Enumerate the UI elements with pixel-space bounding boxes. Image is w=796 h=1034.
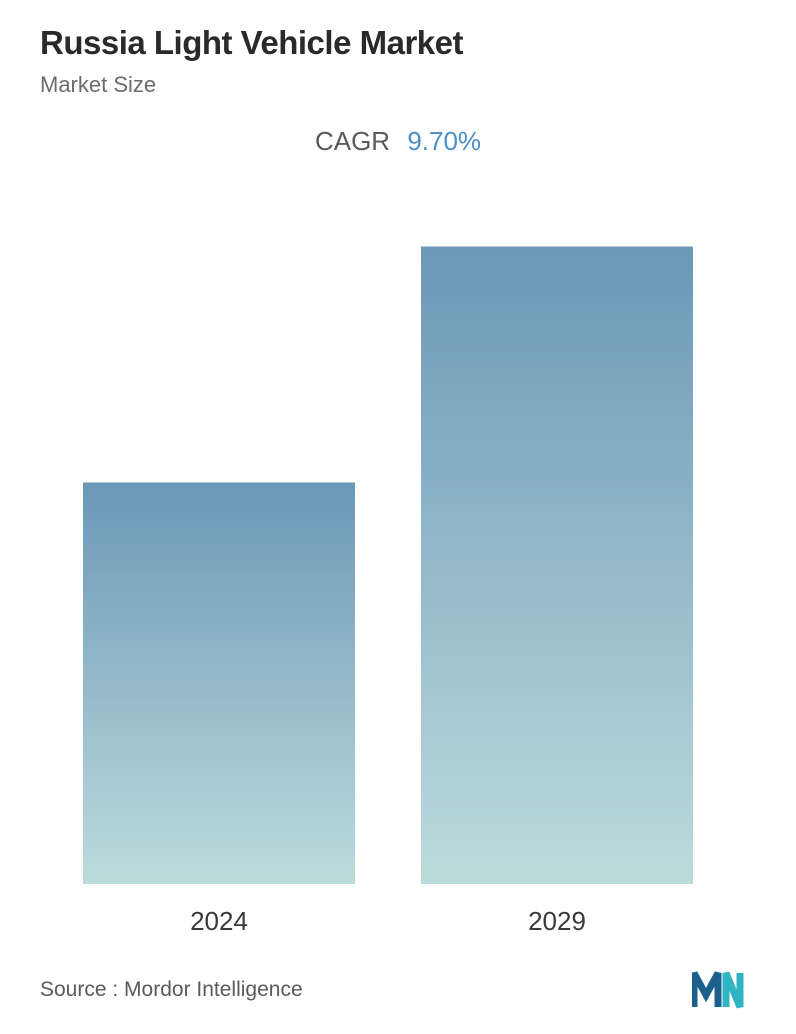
cagr-row: CAGR 9.70% [40, 126, 756, 157]
chart-title: Russia Light Vehicle Market [40, 24, 756, 62]
source-text: Source : Mordor Intelligence [40, 978, 303, 1002]
bar-2024 [83, 482, 355, 884]
bar-2029 [421, 246, 693, 884]
bar-label: 2024 [190, 906, 248, 937]
bar-group: 2029 [421, 197, 693, 937]
chart-container: Russia Light Vehicle Market Market Size … [0, 0, 796, 1034]
cagr-value: 9.70% [407, 126, 481, 156]
bar-group: 2024 [83, 197, 355, 937]
bar-chart: 2024 2029 [40, 197, 756, 937]
chart-footer: Source : Mordor Intelligence [40, 937, 756, 1014]
cagr-label: CAGR [315, 126, 390, 156]
bar-label: 2029 [528, 906, 586, 937]
brand-logo-icon [692, 965, 756, 1014]
chart-subtitle: Market Size [40, 72, 756, 98]
